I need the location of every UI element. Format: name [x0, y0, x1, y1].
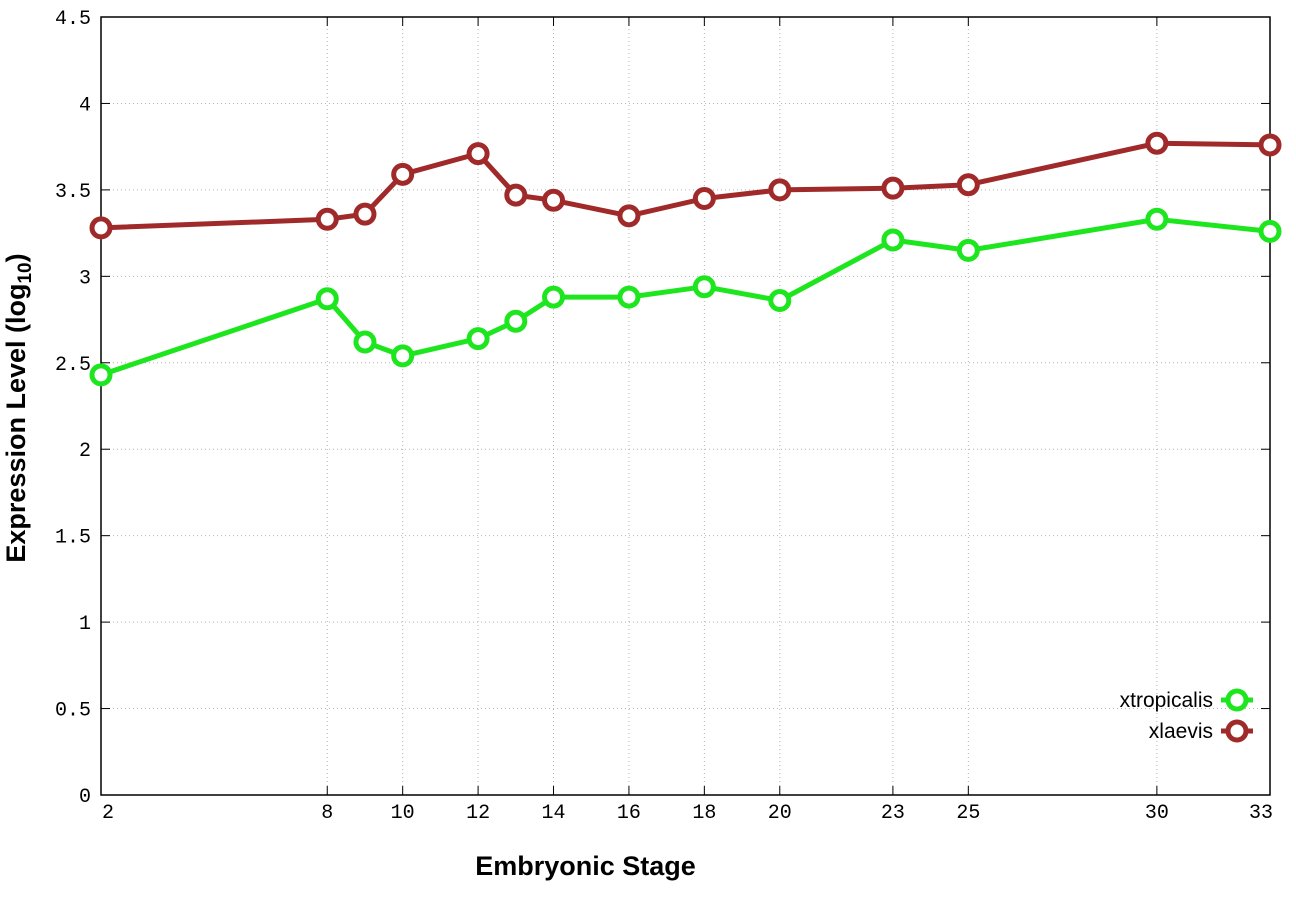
y-tick-label: 2 — [79, 440, 91, 463]
y-tick-label: 4 — [79, 94, 91, 117]
data-point — [692, 187, 716, 211]
data-point — [692, 275, 716, 299]
data-point — [89, 216, 113, 240]
y-tick-label: 0 — [79, 786, 91, 809]
data-point — [617, 285, 641, 309]
legend-label: xtropicalis — [1120, 689, 1213, 712]
series-line — [100, 140, 1271, 231]
y-tick-label: 0.5 — [55, 700, 91, 723]
data-point — [542, 188, 566, 212]
data-point — [542, 285, 566, 309]
gridlines — [101, 17, 1270, 795]
axis-ticks: 0 0.5 1 1.5 2 2.5 3 3.5 4 4.5 2 8 10 12 14 16 18 20 23 25 30… — [55, 8, 1273, 825]
data-point — [315, 207, 339, 231]
x-tick-label: 10 — [391, 802, 415, 825]
x-tick-label: 25 — [956, 802, 980, 825]
data-point — [1145, 131, 1169, 155]
x-tick-label: 30 — [1145, 802, 1169, 825]
data-point — [881, 228, 905, 252]
data-point — [391, 162, 415, 186]
data-point — [353, 330, 377, 354]
data-point — [504, 309, 528, 333]
x-tick-label: 12 — [466, 802, 490, 825]
y-tick-label: 2.5 — [55, 354, 91, 377]
y-tick-label: 3.5 — [55, 181, 91, 204]
series-line — [100, 216, 1271, 378]
data-point — [466, 142, 490, 166]
y-axis-title-subscript: 10 — [15, 262, 36, 283]
data-point — [956, 173, 980, 197]
y-tick-label: 4.5 — [55, 8, 91, 31]
x-tick-label: 16 — [617, 802, 641, 825]
legend-item-xtropicalis: xtropicalis — [1120, 688, 1253, 712]
y-tick-label: 1.5 — [55, 527, 91, 550]
data-point — [881, 176, 905, 200]
x-tick-label: 33 — [1249, 802, 1273, 825]
data-point — [315, 287, 339, 311]
data-point — [768, 289, 792, 313]
series-xlaevis — [89, 131, 1282, 240]
legend-swatch-marker — [1225, 688, 1249, 712]
y-axis-title: Expression Level (log10) — [1, 253, 36, 562]
y-axis-title-close: ) — [1, 253, 31, 262]
x-axis-title: Embryonic Stage — [475, 851, 696, 881]
x-tick-label: 20 — [768, 802, 792, 825]
data-point — [768, 178, 792, 202]
x-tick-label: 2 — [102, 802, 114, 825]
plot-frame — [100, 16, 1271, 796]
data-point — [617, 204, 641, 228]
data-point — [89, 363, 113, 387]
data-point — [1258, 133, 1282, 157]
data-point — [1145, 207, 1169, 231]
y-axis-title-main: Expression Level (log — [1, 284, 31, 563]
data-point — [956, 238, 980, 262]
y-tick-label: 3 — [79, 267, 91, 290]
x-tick-label: 8 — [321, 802, 333, 825]
legend-swatch-marker — [1225, 719, 1249, 743]
data-point — [353, 202, 377, 226]
data-point — [391, 344, 415, 368]
data-point — [1258, 219, 1282, 243]
x-tick-label: 14 — [542, 802, 566, 825]
legend-item-xlaevis: xlaevis — [1149, 719, 1253, 743]
legend: xtropicalis xlaevis — [1120, 688, 1253, 743]
x-tick-label: 23 — [881, 802, 905, 825]
series-group — [89, 131, 1282, 387]
series-xtropicalis — [89, 207, 1282, 387]
data-point — [466, 327, 490, 351]
legend-label: xlaevis — [1149, 720, 1213, 743]
y-tick-label: 1 — [79, 613, 91, 636]
x-tick-label: 18 — [692, 802, 716, 825]
data-point — [504, 183, 528, 207]
